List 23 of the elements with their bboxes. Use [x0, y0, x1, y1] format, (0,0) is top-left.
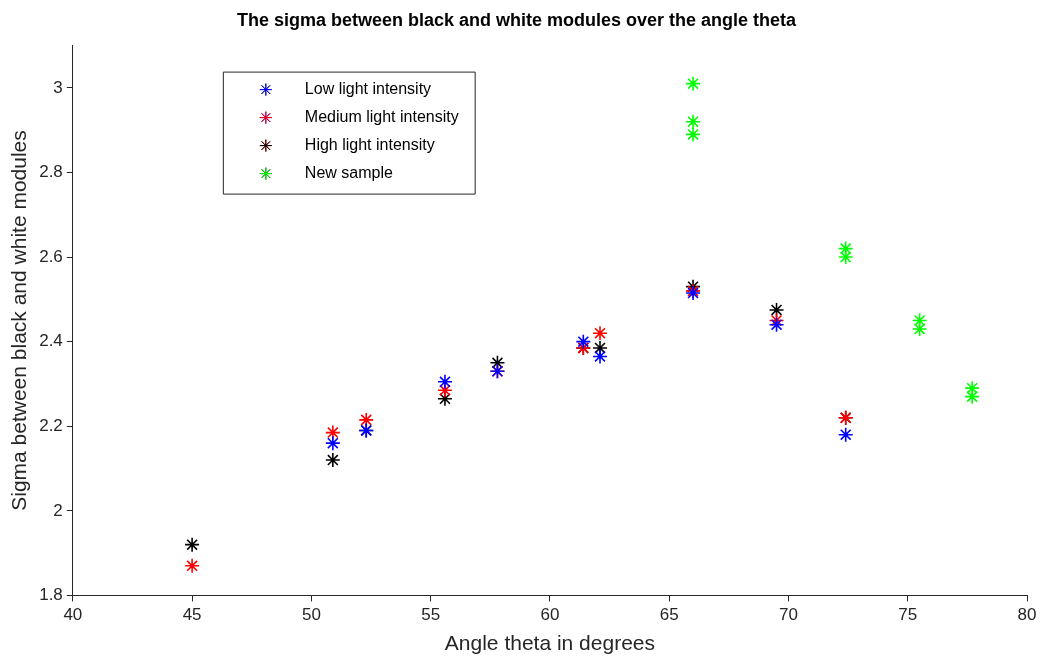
y-tick-label: 2.6 — [39, 246, 63, 266]
x-tick-label: 50 — [301, 605, 321, 625]
y-tick-label: 3 — [53, 77, 63, 97]
x-tick-label: 55 — [421, 605, 441, 625]
y-tick-label: 2 — [53, 500, 63, 520]
legend-label: New sample — [304, 164, 393, 182]
x-tick-label: 45 — [182, 605, 202, 625]
x-tick-label: 60 — [540, 605, 560, 625]
y-tick-label: 2.2 — [39, 415, 63, 435]
legend-label: High light intensity — [304, 136, 435, 154]
x-tick-label: 70 — [779, 605, 798, 625]
x-axis-title: Angle theta in degrees — [444, 631, 655, 655]
y-tick-label: 1.8 — [39, 585, 63, 605]
y-tick-label: 2.4 — [39, 331, 63, 351]
x-tick-label: 40 — [63, 605, 83, 625]
y-tick-label: 2.8 — [39, 162, 63, 182]
x-tick-label: 80 — [1017, 605, 1037, 625]
chart-title: The sigma between black and white modules over the angle theta — [236, 9, 798, 30]
y-axis-title: Sigma between black and white modules — [7, 130, 31, 511]
x-tick-label: 65 — [659, 605, 679, 625]
x-tick-label: 75 — [898, 605, 918, 625]
legend-label: Low light intensity — [304, 80, 432, 98]
legend-label: Medium light intensity — [304, 108, 459, 126]
